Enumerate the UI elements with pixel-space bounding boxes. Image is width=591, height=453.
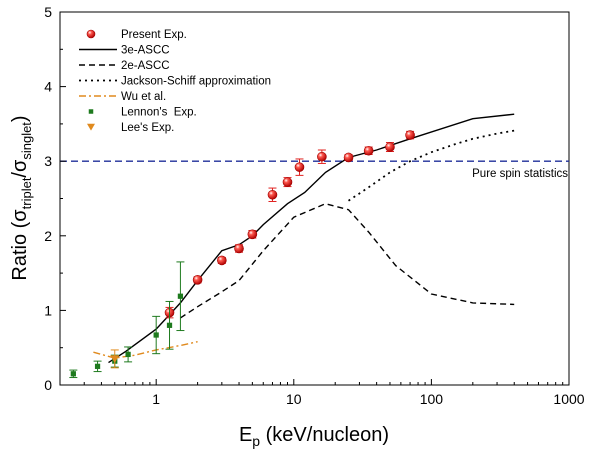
x-axis-title: Ep (keV/nucleon): [239, 424, 389, 449]
legend-label-3e-ascc: 3e-ASCC: [121, 45, 170, 57]
x-tick-label: 10: [286, 391, 302, 407]
y-axis-title-sub1: triplet: [19, 177, 34, 209]
point-present-exp: [294, 162, 305, 172]
y-axis-title-sub2: singlet: [19, 122, 34, 160]
y-tick-label: 3: [44, 153, 52, 169]
y-tick-label: 4: [44, 79, 52, 95]
point-present-exp: [343, 152, 354, 163]
series-line-wu-et-al: [93, 341, 198, 359]
y-axis-title-mid: /σ: [9, 159, 31, 178]
y-tick-label: 2: [44, 228, 52, 244]
point-lennon-s-exp: [125, 351, 131, 358]
y-axis-title-pre: Ratio (σ: [9, 209, 31, 281]
point-present-exp: [247, 229, 258, 240]
x-tick-label: 100: [420, 391, 444, 407]
x-tick-label: 1: [152, 391, 160, 407]
y-axis-title: Ratio (σtriplet/σsinglet): [9, 115, 34, 280]
legend-swatch-lee-s-exp: [87, 123, 95, 131]
legend-swatch-lennon-s-exp: [88, 109, 94, 114]
point-present-exp: [267, 189, 278, 200]
point-lennon-s-exp: [153, 332, 159, 338]
x-tick-label: 1000: [553, 391, 584, 407]
y-axis-title-post: ): [9, 115, 31, 122]
legend-swatch-present-exp: [86, 29, 96, 39]
point-present-exp: [385, 142, 395, 152]
series-line-2e-ascc: [180, 202, 515, 319]
point-lennon-s-exp: [70, 371, 76, 377]
y-tick-label: 1: [44, 302, 52, 318]
point-present-exp: [217, 255, 227, 266]
legend-label-present-exp: Present Exp.: [121, 29, 187, 41]
series-lines: Pure spin statistics: [60, 113, 569, 364]
series-points: [69, 130, 415, 379]
point-present-exp: [192, 275, 203, 285]
x-axis-title-main: E: [239, 424, 252, 446]
legend-label-lee-s-exp: Lee's Exp.: [121, 122, 174, 134]
reference-line-label: Pure spin statistics: [472, 168, 568, 180]
point-present-exp: [363, 145, 374, 156]
series-line-jackson-schiff-approximation: [348, 129, 515, 202]
axes: 1 10 100 1000 0 1 2 3 4 5: [44, 4, 585, 407]
legend-label-jackson-schiff-approximation: Jackson-Schiff approximation: [121, 76, 271, 88]
legend: Present Exp. 3e-ASCC 2e-ASCC Jackson-Schiff…: [79, 29, 271, 134]
y-tick-label: 5: [44, 4, 52, 20]
y-tick-label: 0: [44, 377, 52, 393]
x-axis-title-sub: p: [252, 433, 260, 449]
point-lennon-s-exp: [177, 293, 184, 299]
legend-label-2e-ascc: 2e-ASCC: [121, 60, 170, 72]
point-present-exp: [405, 130, 415, 140]
point-lennon-s-exp: [166, 322, 173, 328]
x-axis-title-rest: (keV/nucleon): [260, 424, 389, 446]
point-lennon-s-exp: [94, 363, 101, 369]
point-present-exp: [317, 151, 327, 162]
point-present-exp: [234, 243, 244, 254]
axis-titles: Ep (keV/nucleon) Ratio (σtriplet/σsingle…: [9, 115, 389, 449]
point-lee-s-exp: [110, 355, 120, 363]
point-present-exp: [282, 177, 293, 187]
legend-label-lennon-s-exp: Lennon's Exp.: [121, 107, 197, 119]
legend-label-wu-et-al: Wu et al.: [121, 91, 166, 103]
